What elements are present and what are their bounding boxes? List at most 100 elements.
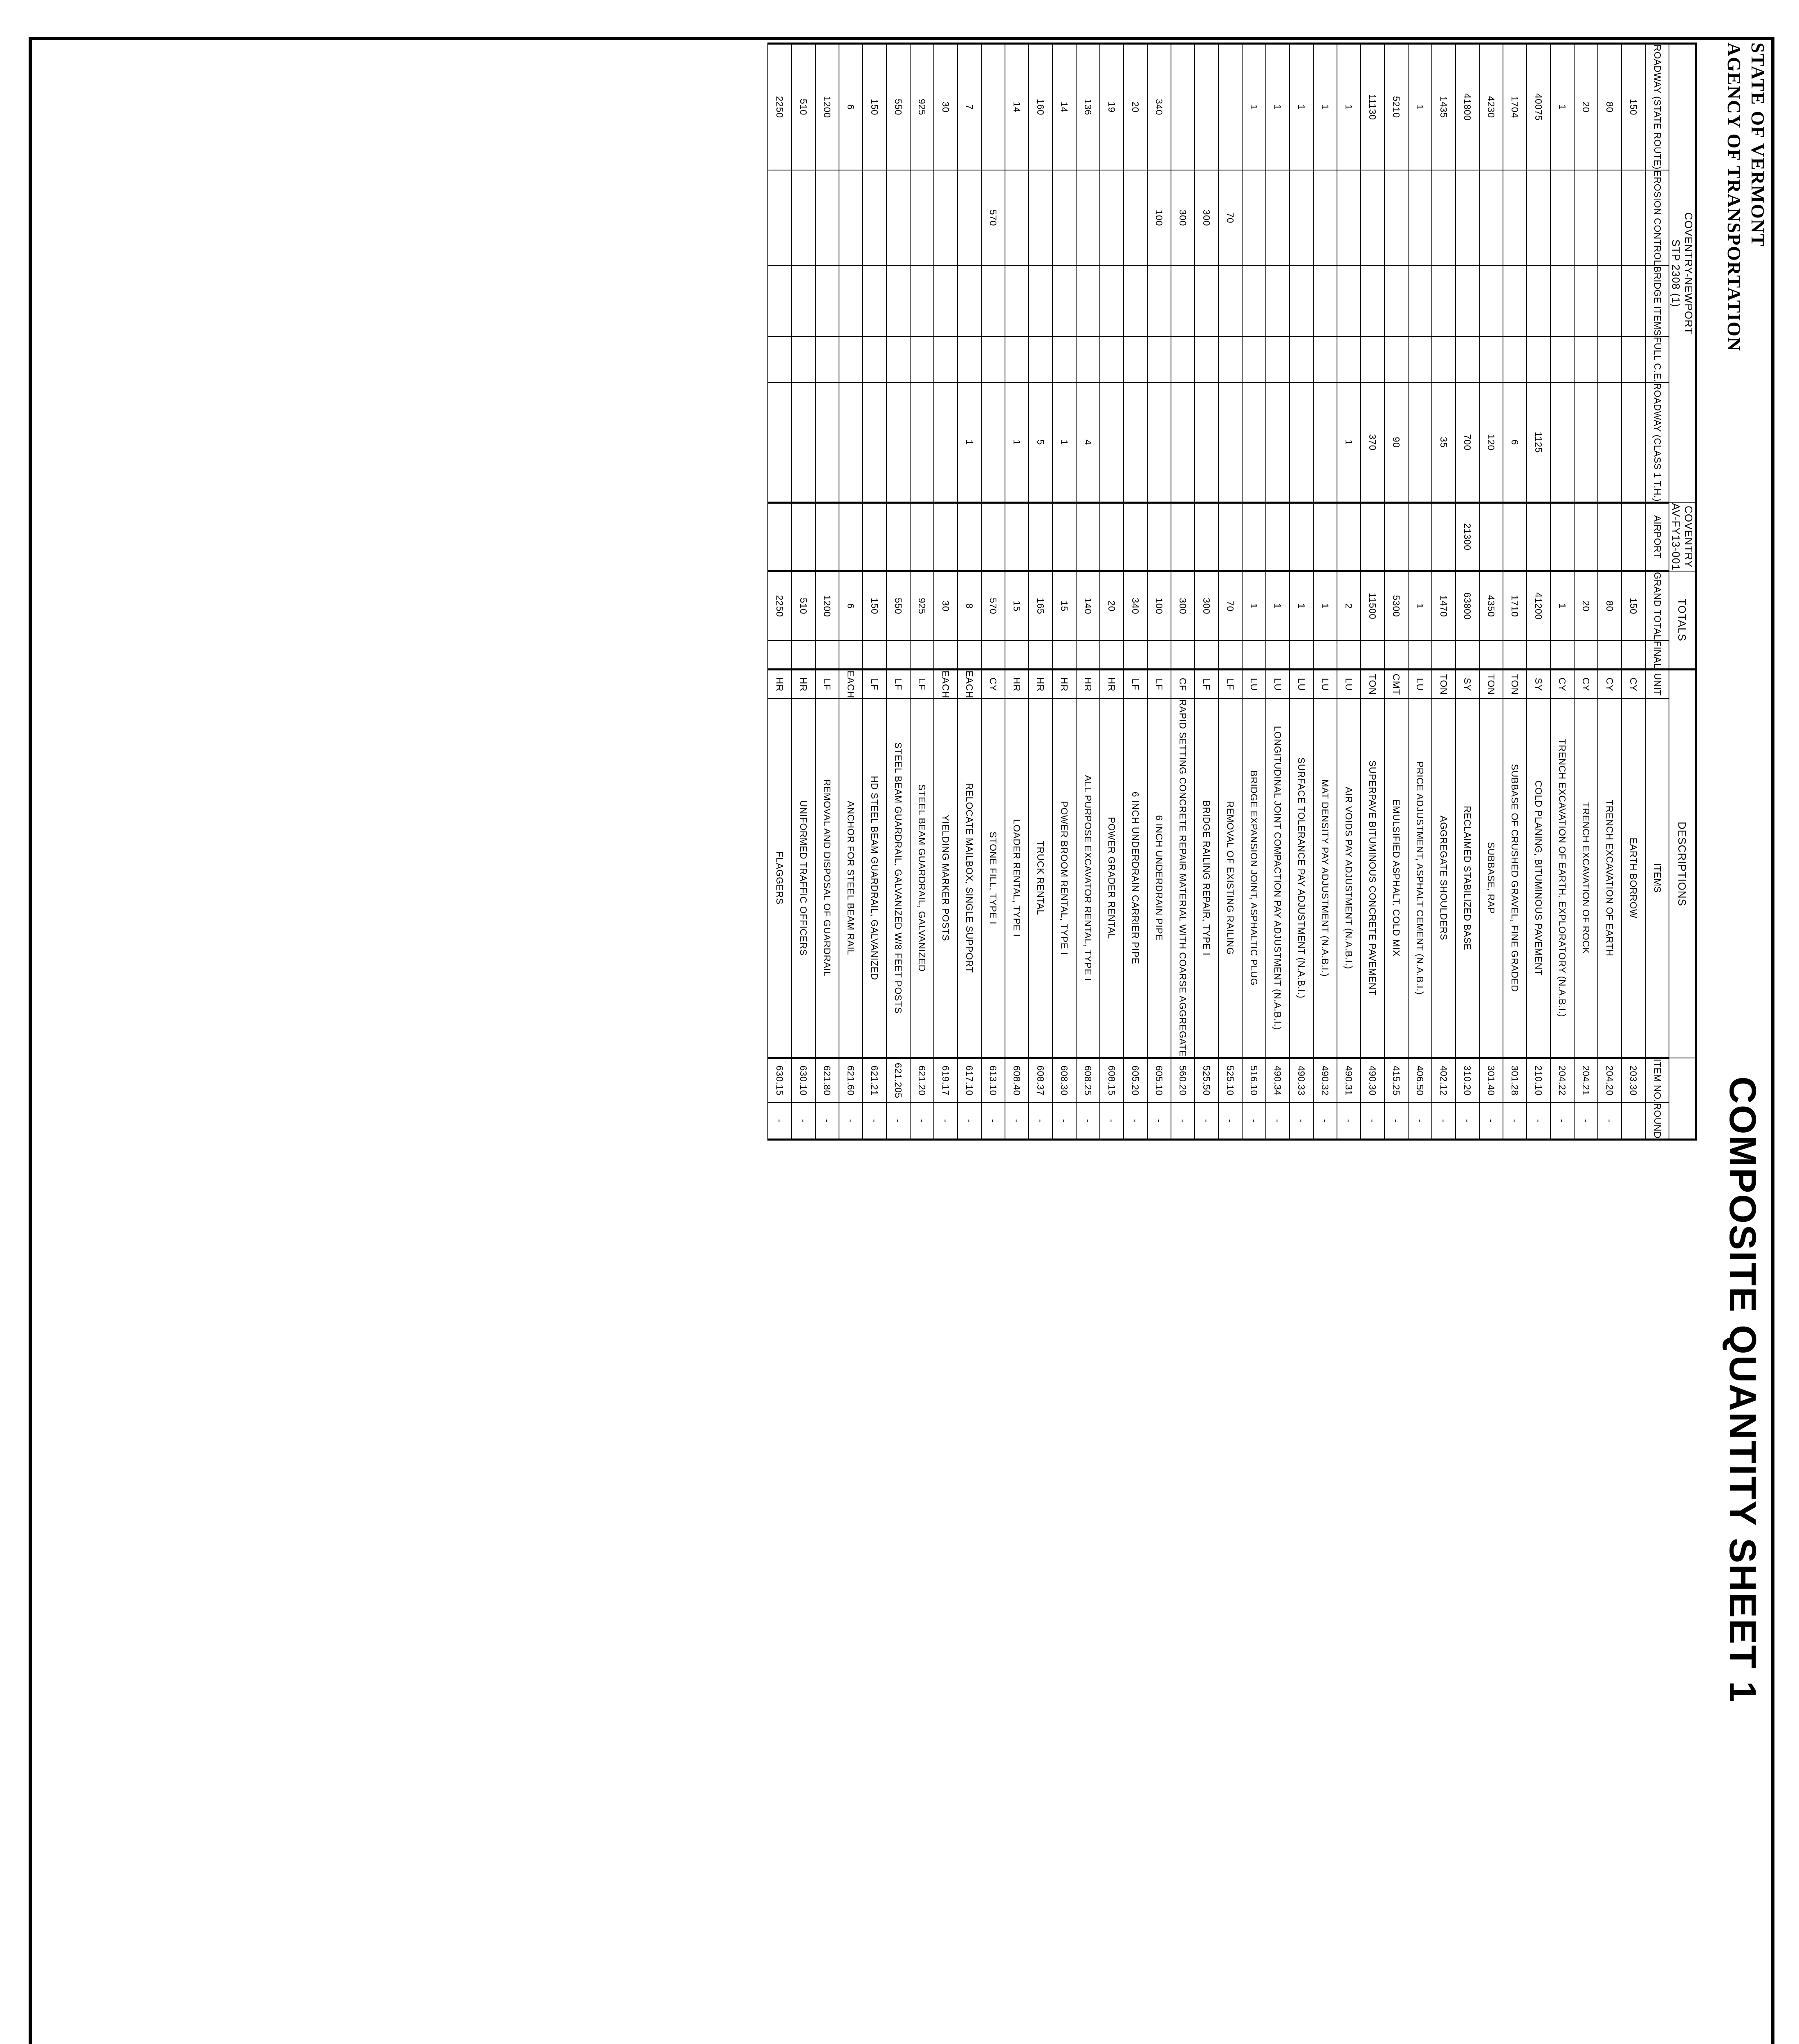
group-descriptions: DESCRIPTIONS xyxy=(1669,669,1696,1058)
cell-airport xyxy=(1100,502,1124,571)
cell-final xyxy=(815,640,839,670)
cell-roadway-state-route: 1 xyxy=(1266,43,1290,170)
cell-roadway-class1-th xyxy=(863,382,886,503)
cell-airport xyxy=(1147,502,1171,571)
cell-final xyxy=(886,640,910,670)
cell-item-no: 621.80 xyxy=(815,1058,839,1103)
cell-item: YIELDING MARKER POSTS xyxy=(934,699,958,1058)
cell-grand-total: 11500 xyxy=(1361,571,1384,641)
cell-item: STONE FILL, TYPE I xyxy=(981,699,1005,1058)
cell-full-ce xyxy=(1313,336,1337,383)
cell-full-ce xyxy=(1005,336,1029,383)
table-row: 1200 1200 LF REMOVAL AND DISPOSAL OF GUARDR… xyxy=(815,43,839,1140)
table-row: 4230 120 4350 TON SUBBASE, RAP 301.40- xyxy=(1479,43,1503,1140)
col-items: ITEMS xyxy=(1645,699,1669,1058)
cell-grand-total: 300 xyxy=(1171,571,1195,641)
cell-grand-total: 20 xyxy=(1574,571,1598,641)
table-row: 1 1 LU LONGITUDINAL JOINT COMPACTION PAY AD… xyxy=(1266,43,1290,1140)
cell-full-ce xyxy=(1218,336,1242,383)
cell-grand-total: 150 xyxy=(863,571,886,641)
cell-full-ce xyxy=(886,336,910,383)
cell-roadway-state-route: 80 xyxy=(1598,43,1622,170)
cell-grand-total: 165 xyxy=(1029,571,1052,641)
cell-full-ce xyxy=(910,336,934,383)
cell-airport xyxy=(1527,502,1550,571)
cell-roadway-class1-th xyxy=(1218,382,1242,503)
cell-final xyxy=(1622,640,1645,670)
cell-item-no: 608.25 xyxy=(1076,1058,1100,1103)
cell-item: COLD PLANING, BITUMINOUS PAVEMENT xyxy=(1527,699,1550,1058)
cell-full-ce xyxy=(1266,336,1290,383)
cell-final xyxy=(792,640,815,670)
cell-erosion-control: 300 xyxy=(1195,170,1218,266)
table-row: 80 80 CY TRENCH EXCAVATION OF EARTH 204.20- xyxy=(1598,43,1622,1140)
cell-roadway-state-route xyxy=(981,43,1005,170)
cell-airport xyxy=(1550,502,1574,571)
cell-item-no: 490.30 xyxy=(1361,1058,1384,1103)
cell-item-no: 608.30 xyxy=(1052,1058,1076,1103)
cell-unit: LF xyxy=(1124,669,1147,699)
cell-item-no: 525.50 xyxy=(1195,1058,1218,1103)
cell-item-no: 621.20 xyxy=(910,1058,934,1103)
cell-roadway-state-route: 4230 xyxy=(1479,43,1503,170)
cell-item: LOADER RENTAL, TYPE I xyxy=(1005,699,1029,1058)
cell-item-no: 621.205 xyxy=(886,1058,910,1103)
cell-roadway-class1-th: 5 xyxy=(1029,382,1052,503)
cell-airport xyxy=(1266,502,1290,571)
cell-round: - xyxy=(1218,1103,1242,1140)
col-round: ROUND xyxy=(1645,1103,1669,1140)
cell-bridge-items xyxy=(1432,266,1456,336)
cell-roadway-class1-th: 4 xyxy=(1076,382,1100,503)
cell-round: - xyxy=(910,1103,934,1140)
cell-unit: LU xyxy=(1266,669,1290,699)
cell-full-ce xyxy=(792,336,815,383)
cell-full-ce xyxy=(839,336,863,383)
cell-final xyxy=(981,640,1005,670)
cell-final xyxy=(1147,640,1171,670)
cell-roadway-state-route: 14 xyxy=(1005,43,1029,170)
cell-roadway-state-route: 925 xyxy=(910,43,934,170)
table-row: 6 6 EACH ANCHOR FOR STEEL BEAM RAIL 621.60- xyxy=(839,43,863,1140)
cell-item: POWER BROOM RENTAL, TYPE I xyxy=(1052,699,1076,1058)
cell-roadway-class1-th: 90 xyxy=(1384,382,1408,503)
cell-airport xyxy=(1337,502,1361,571)
cell-bridge-items xyxy=(1029,266,1052,336)
col-bridge-items: BRIDGE ITEMS xyxy=(1645,266,1669,336)
cell-item: SUBBASE OF CRUSHED GRAVEL, FINE GRADED xyxy=(1503,699,1527,1058)
cell-item: REMOVAL AND DISPOSAL OF GUARDRAIL xyxy=(815,699,839,1058)
cell-roadway-state-route: 1 xyxy=(1290,43,1313,170)
cell-unit: HR xyxy=(1029,669,1052,699)
cell-item-no: 560.20 xyxy=(1171,1058,1195,1103)
cell-round: - xyxy=(1313,1103,1337,1140)
cell-final xyxy=(1195,640,1218,670)
cell-roadway-class1-th xyxy=(1171,382,1195,503)
cell-unit: LU xyxy=(1313,669,1337,699)
table-row: 570 570 CY STONE FILL, TYPE I 613.10- xyxy=(981,43,1005,1140)
cell-unit: EACH xyxy=(839,669,863,699)
cell-grand-total: 150 xyxy=(1622,571,1645,641)
cell-item-no: 301.28 xyxy=(1503,1058,1527,1103)
cell-airport xyxy=(1005,502,1029,571)
cell-full-ce xyxy=(1076,336,1100,383)
cell-item: EMULSIFIED ASPHALT, COLD MIX xyxy=(1384,699,1408,1058)
cell-roadway-state-route: 20 xyxy=(1124,43,1147,170)
cell-roadway-class1-th: 1 xyxy=(1052,382,1076,503)
cell-airport xyxy=(1029,502,1052,571)
cell-erosion-control xyxy=(1313,170,1337,266)
cell-grand-total: 1 xyxy=(1290,571,1313,641)
table-row: 11130 370 11500 TON SUPERPAVE BITUMINOUS CON… xyxy=(1361,43,1384,1140)
cell-unit: LU xyxy=(1408,669,1432,699)
cell-airport xyxy=(815,502,839,571)
cell-grand-total: 70 xyxy=(1218,571,1242,641)
table-row: 160 5 165 HR TRUCK RENTAL 608.37- xyxy=(1029,43,1052,1140)
cell-bridge-items xyxy=(792,266,815,336)
cell-roadway-class1-th xyxy=(1550,382,1574,503)
cell-bridge-items xyxy=(1337,266,1361,336)
cell-unit: EACH xyxy=(934,669,958,699)
table-row: 20 340 LF 6 INCH UNDERDRAIN CARRIER PIPE 605… xyxy=(1124,43,1147,1140)
cell-grand-total: 15 xyxy=(1005,571,1029,641)
cell-roadway-class1-th: 1 xyxy=(1337,382,1361,503)
cell-final xyxy=(1361,640,1384,670)
cell-erosion-control xyxy=(934,170,958,266)
cell-final xyxy=(1242,640,1266,670)
